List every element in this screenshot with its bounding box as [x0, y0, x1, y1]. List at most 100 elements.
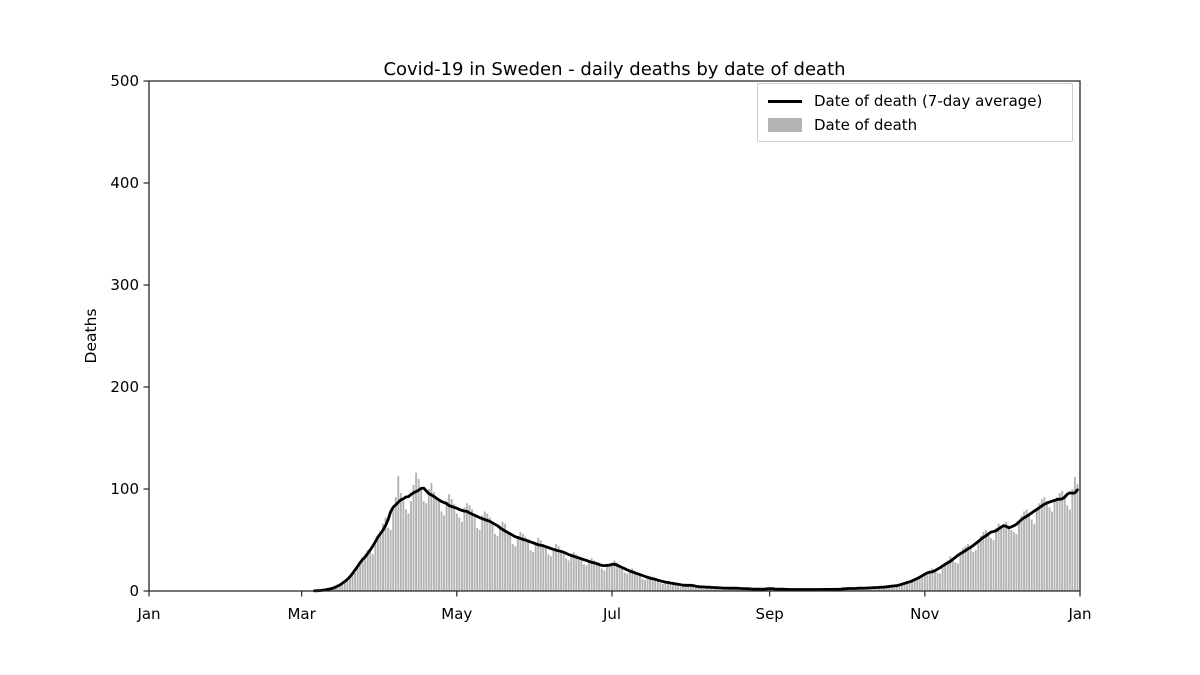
- bar-day: [926, 572, 929, 591]
- bar-day: [496, 535, 499, 591]
- bar-day: [700, 586, 702, 591]
- bar-day: [967, 544, 970, 591]
- bar-day: [626, 573, 629, 591]
- bar-day: [598, 564, 601, 591]
- bar-day: [972, 552, 975, 591]
- bar-day: [649, 575, 652, 591]
- bar-day: [987, 533, 990, 591]
- bar-day: [387, 527, 390, 591]
- bar-day: [509, 533, 512, 591]
- bar-day: [613, 560, 616, 591]
- x-tick-label: Sep: [756, 605, 784, 623]
- bar-day: [384, 517, 387, 591]
- bar-day: [979, 535, 982, 591]
- bar-day: [1020, 515, 1023, 591]
- bar-day: [880, 586, 883, 591]
- bar-day: [911, 580, 914, 591]
- bar-day: [888, 586, 891, 591]
- bar-day: [707, 586, 710, 591]
- daily-deaths-bars: [321, 472, 1079, 591]
- bar-day: [954, 562, 957, 591]
- bar-day: [908, 581, 911, 591]
- bar-day: [885, 586, 888, 591]
- bar-day: [611, 562, 613, 591]
- bar-day: [359, 562, 362, 591]
- bar-day: [878, 586, 880, 591]
- bar-day: [486, 513, 489, 591]
- bar-day: [684, 583, 687, 591]
- bar-day: [420, 489, 423, 591]
- bar-day: [672, 582, 674, 591]
- x-tick-label: Jan: [136, 605, 160, 623]
- bar-day: [417, 478, 420, 591]
- bar-day: [1038, 503, 1041, 591]
- bar-day: [1018, 521, 1020, 591]
- bar-day: [969, 548, 972, 591]
- bar-day: [369, 552, 372, 591]
- bar-day: [560, 550, 563, 591]
- bar-day: [951, 558, 954, 591]
- bar-day: [941, 566, 944, 591]
- bar-day: [399, 493, 402, 591]
- bar-day: [356, 566, 359, 591]
- bar-day: [588, 560, 591, 591]
- bar-day: [1066, 505, 1069, 591]
- bar-day: [875, 587, 878, 591]
- bar-day: [618, 564, 621, 591]
- bar-day: [346, 579, 349, 591]
- bar-day: [974, 550, 977, 591]
- plot-border: [148, 80, 1081, 592]
- bar-day: [555, 544, 557, 591]
- bar-day: [906, 582, 908, 591]
- bar-day: [621, 568, 624, 591]
- bar-day: [389, 529, 392, 591]
- bar-day: [964, 546, 967, 591]
- bar-day: [738, 588, 741, 591]
- bar-day: [374, 542, 377, 591]
- bar-day: [689, 585, 692, 591]
- bar-day: [1076, 483, 1079, 591]
- bar-day: [448, 494, 451, 591]
- bar-day: [585, 565, 588, 591]
- bar-day: [455, 513, 458, 591]
- bar-day: [488, 517, 491, 591]
- bar-day: [677, 585, 680, 591]
- bar-day: [1035, 509, 1038, 591]
- bar-day: [641, 578, 644, 591]
- bar-day: [646, 576, 649, 591]
- bar-day: [557, 546, 560, 591]
- bar-day: [740, 588, 743, 591]
- bar-day: [720, 588, 723, 591]
- bar-day: [511, 544, 514, 591]
- bar-day: [379, 531, 382, 591]
- bar-day: [870, 587, 873, 591]
- bar-day: [331, 588, 334, 591]
- bar-day: [392, 509, 395, 591]
- bar-day: [946, 560, 949, 591]
- bar-day: [921, 575, 924, 591]
- bar-day: [1056, 497, 1059, 591]
- bar-day: [427, 489, 430, 591]
- bar-day: [343, 581, 346, 591]
- bar-day: [687, 584, 690, 591]
- bar-day: [712, 586, 715, 591]
- bar-day: [934, 569, 936, 591]
- bar-day: [977, 542, 980, 591]
- bar-day: [900, 583, 903, 591]
- bar-day: [1061, 491, 1064, 591]
- bar-day: [463, 507, 466, 591]
- bar-day: [984, 529, 987, 591]
- bar-day: [504, 523, 507, 591]
- bar-day: [1051, 511, 1053, 591]
- bar-day: [1028, 513, 1031, 591]
- bar-day: [702, 587, 705, 591]
- bar-day: [524, 536, 527, 591]
- bar-day: [445, 501, 448, 591]
- bar-day: [923, 574, 926, 591]
- bar-day: [351, 574, 354, 591]
- bar-day: [529, 550, 532, 591]
- bar-day: [593, 560, 596, 591]
- bar-day: [371, 554, 374, 591]
